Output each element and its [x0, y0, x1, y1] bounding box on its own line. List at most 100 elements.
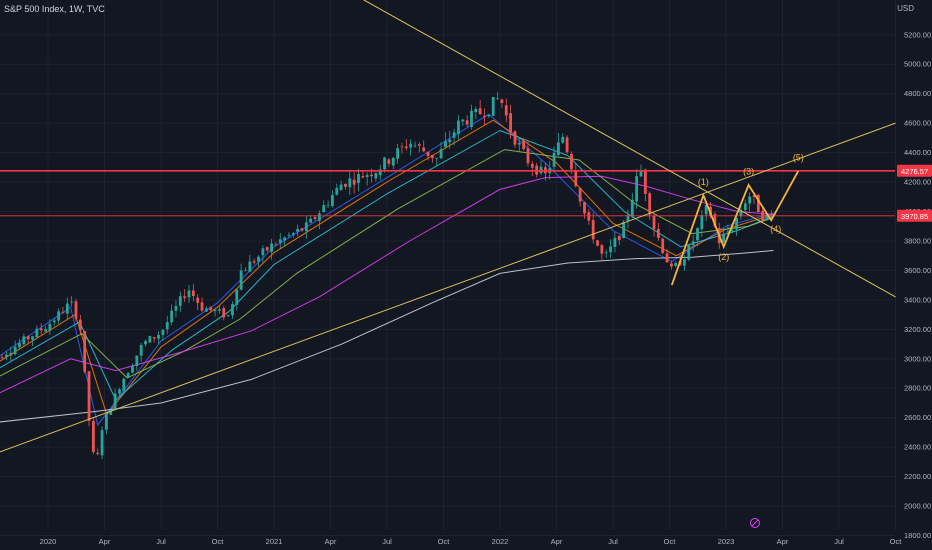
wave-label: (4): [770, 224, 781, 234]
candle-body: [648, 193, 652, 215]
candle-body: [387, 159, 391, 164]
x-tick-label: Jul: [608, 537, 618, 546]
candle-body: [35, 328, 39, 338]
y-tick-label: 4800.00: [904, 89, 931, 98]
candle-body: [148, 336, 152, 343]
candle-body: [417, 144, 421, 146]
candle-body: [348, 178, 352, 188]
candle-body: [335, 187, 339, 195]
candle-body: [396, 148, 400, 159]
candle-body: [52, 320, 56, 323]
candle-body: [674, 262, 678, 266]
x-tick-label: 2020: [40, 537, 57, 546]
wave-label: (1): [698, 177, 709, 187]
candle-body: [304, 222, 308, 232]
event-marker-slash: [751, 519, 759, 527]
y-tick-label: 4200.00: [904, 178, 931, 187]
candle-body: [48, 323, 52, 331]
candle-body: [317, 213, 321, 221]
candle-body: [283, 237, 287, 241]
candle-body: [65, 303, 69, 314]
wave-label: (2): [718, 252, 729, 262]
candle-body: [157, 334, 160, 339]
candle-body: [496, 98, 499, 100]
candle-body: [118, 389, 121, 394]
candle-body: [339, 184, 343, 191]
candle-body: [22, 336, 26, 345]
candle-body: [474, 108, 478, 113]
price-tag-label: 4276.57: [901, 167, 928, 176]
y-tick-label: 2000.00: [904, 502, 931, 511]
candle-body: [218, 309, 221, 311]
candle-body: [683, 259, 686, 266]
elliott-wave[interactable]: (1) (2) (3) (4) (5): [670, 153, 804, 286]
candle-body: [400, 146, 404, 148]
x-tick-label: Apr: [551, 537, 563, 546]
candle-body: [274, 244, 278, 246]
wave-label: (5): [793, 153, 804, 163]
candle-body: [552, 152, 556, 167]
candle-body: [44, 329, 47, 332]
candle-body: [713, 214, 717, 227]
chart-title: S&P 500 Index, 1W, TVC: [4, 4, 105, 14]
candle-body: [435, 157, 439, 159]
candle-body: [226, 315, 230, 317]
candle-body: [509, 113, 513, 133]
candle-body: [539, 166, 543, 174]
candle-body: [265, 247, 269, 251]
candle-body: [300, 228, 304, 231]
event-marker-icon[interactable]: [750, 518, 760, 528]
candle-body: [444, 141, 447, 147]
candle-body: [248, 261, 252, 272]
candle-body: [409, 143, 413, 148]
candle-body: [383, 157, 386, 170]
ma-line: [0, 250, 774, 423]
candle-body: [665, 253, 669, 263]
candle-body: [587, 212, 591, 221]
candle-body: [430, 154, 434, 159]
candle-body: [87, 371, 91, 421]
wave-label: (3): [743, 167, 754, 177]
candle-body: [161, 329, 165, 335]
candle-body: [565, 137, 569, 153]
y-tick-label: 1800.00: [904, 531, 931, 540]
candle-body: [91, 420, 95, 452]
candle-body: [244, 270, 247, 272]
candle-body: [57, 311, 61, 321]
candle-body: [470, 110, 473, 128]
candle-body: [739, 210, 743, 217]
trend-lines[interactable]: [0, 0, 896, 457]
candle-body: [452, 132, 456, 138]
candle-body: [165, 322, 169, 330]
price-axis[interactable]: 1800.00 2000.00 2200.00 2400.00 2600.00 2800.…: [904, 30, 931, 540]
time-axis[interactable]: 2020 Apr Jul Oct 2021 Apr Jul Oct 2022 Apr Jul Oct 2…: [40, 537, 903, 546]
currency-label: USD: [897, 4, 914, 13]
candle-body: [0, 357, 4, 358]
candle-body: [596, 240, 599, 246]
horizontal-levels[interactable]: [0, 169, 895, 217]
x-tick-label: Oct: [212, 537, 225, 546]
candle-body: [391, 157, 395, 166]
y-tick-label: 3000.00: [904, 354, 931, 363]
chart-grid: [0, 0, 896, 537]
x-tick-label: Apr: [777, 537, 789, 546]
candle-body: [9, 352, 13, 356]
candle-body: [174, 305, 178, 311]
candle-body: [278, 239, 282, 243]
candle-body: [105, 413, 108, 430]
candle-body: [331, 195, 334, 206]
candle-body: [196, 297, 200, 303]
candle-body: [352, 179, 356, 185]
candle-body: [61, 312, 65, 314]
candle-body: [500, 99, 504, 103]
candle-body: [39, 328, 43, 331]
candle-body: [144, 341, 147, 345]
y-tick-label: 5200.00: [904, 30, 931, 39]
candle-body: [361, 176, 365, 178]
candle-body: [18, 343, 21, 348]
candle-body: [661, 238, 665, 254]
candle-body: [26, 336, 30, 340]
candle-body: [722, 233, 725, 243]
candle-body: [613, 237, 617, 247]
